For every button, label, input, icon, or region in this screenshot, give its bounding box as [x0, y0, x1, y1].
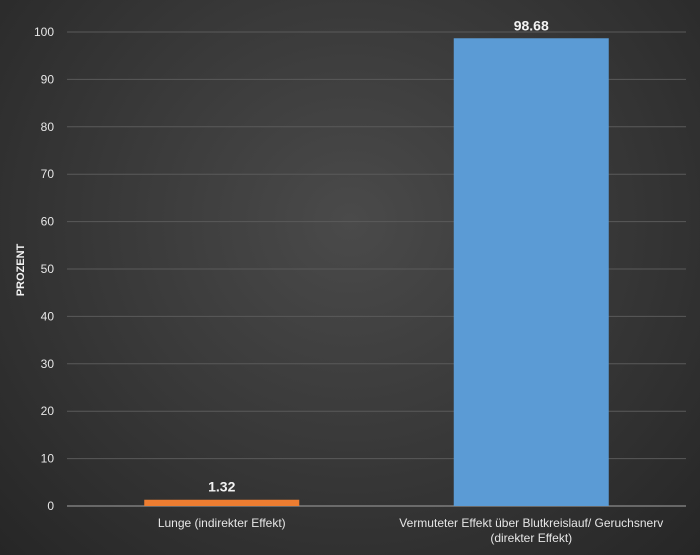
bar — [453, 38, 609, 506]
y-tick-label: 20 — [41, 404, 55, 418]
data-label: 1.32 — [208, 479, 235, 495]
y-tick-label: 70 — [41, 167, 55, 181]
bar — [144, 499, 300, 506]
y-tick-label: 40 — [41, 309, 55, 323]
bars: 1.32 98.68 — [144, 17, 609, 506]
y-tick-label: 10 — [41, 452, 55, 466]
x-category-label: Lunge (indirekter Effekt) — [158, 516, 286, 530]
y-axis-title: PROZENT — [15, 243, 27, 296]
y-tick-label: 0 — [47, 499, 54, 513]
y-tick-label: 50 — [41, 262, 55, 276]
x-category-label: Vermuteter Effekt über Blutkreislauf/ Ge… — [399, 516, 663, 545]
data-label: 98.68 — [514, 17, 549, 33]
y-tick-label: 100 — [34, 25, 54, 39]
y-axis-ticks: 0 10 20 30 40 50 60 70 80 90 100 — [34, 25, 54, 513]
y-tick-label: 60 — [41, 215, 55, 229]
y-tick-label: 80 — [41, 120, 55, 134]
y-tick-label: 90 — [41, 72, 55, 86]
x-axis-labels: Lunge (indirekter Effekt) Vermuteter Effe… — [158, 516, 663, 545]
y-tick-label: 30 — [41, 357, 55, 371]
